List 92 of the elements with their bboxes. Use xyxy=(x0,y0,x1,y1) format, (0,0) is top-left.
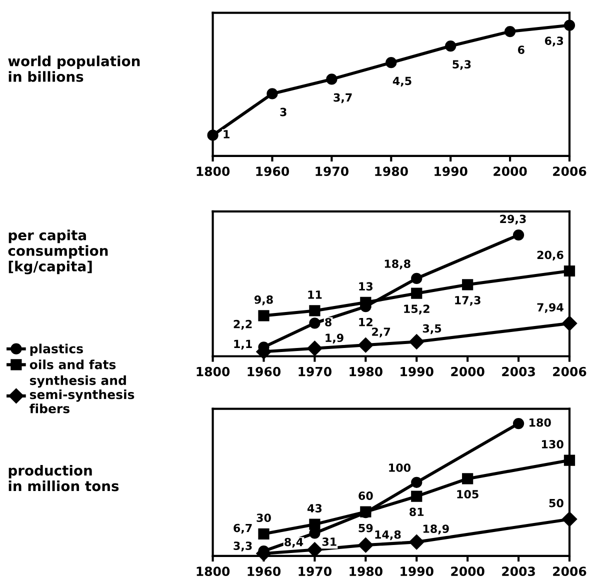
data-label: 7,94 xyxy=(537,303,564,313)
x-tick-label: 2006 xyxy=(553,366,586,376)
x-tick-label: 1800 xyxy=(196,166,230,176)
point xyxy=(411,476,422,488)
data-label: 15,2 xyxy=(404,304,430,314)
point xyxy=(358,538,374,553)
data-label: 11 xyxy=(308,290,322,299)
data-label: 31 xyxy=(322,538,336,546)
point xyxy=(409,534,424,550)
point xyxy=(445,40,456,52)
data-label: 2,7 xyxy=(372,328,390,338)
x-tick-label: 2003 xyxy=(502,366,535,376)
point xyxy=(266,88,278,100)
point xyxy=(462,279,474,290)
x-tick-label: 1990 xyxy=(400,366,434,376)
data-label: 100 xyxy=(389,463,411,472)
x-tick-label: 1990 xyxy=(400,566,434,576)
x-tick-label: 1960 xyxy=(256,166,290,176)
x-tick-label: 2000 xyxy=(451,366,484,376)
legend-label: plastics xyxy=(30,344,83,356)
point xyxy=(309,305,320,316)
point xyxy=(386,57,397,68)
data-label: 81 xyxy=(410,508,424,516)
data-label: 1,1 xyxy=(234,340,252,350)
data-label: 1,9 xyxy=(326,334,344,344)
point xyxy=(326,74,338,85)
y-axis-title: per capita consumption [kg/capita] xyxy=(8,230,108,274)
x-tick-label: 1980 xyxy=(350,366,382,376)
x-tick-label: 2000 xyxy=(451,566,484,576)
legend-label: synthesis and semi-synthesis fibers xyxy=(30,375,134,414)
x-tick-label: 1970 xyxy=(298,566,332,576)
data-label: 20,6 xyxy=(537,250,564,261)
data-label: 8,4 xyxy=(284,538,304,548)
x-tick-label: 1980 xyxy=(350,566,382,576)
x-tick-label: 1800 xyxy=(196,566,230,576)
data-label: 59 xyxy=(358,524,373,532)
data-label: 14,8 xyxy=(375,530,401,540)
x-tick-label: 2006 xyxy=(553,166,586,176)
point xyxy=(309,518,320,530)
data-label: 6,3 xyxy=(544,36,564,46)
point xyxy=(358,337,374,353)
x-tick-label: 1970 xyxy=(298,366,332,376)
data-label: 2,2 xyxy=(234,320,252,330)
data-label: 18,9 xyxy=(423,524,449,534)
data-label: 43 xyxy=(307,504,322,512)
data-label: 8 xyxy=(325,318,332,326)
data-label: 3,7 xyxy=(334,93,352,104)
point xyxy=(258,528,270,540)
data-label: 180 xyxy=(530,418,551,427)
data-label: 5,3 xyxy=(452,60,471,70)
legend-label: oils and fats xyxy=(30,360,116,370)
data-label: 60 xyxy=(358,492,373,500)
x-tick-label: 1800 xyxy=(196,366,230,376)
data-label: 30 xyxy=(256,514,271,522)
data-label: 6 xyxy=(518,46,524,54)
data-label: 18,8 xyxy=(384,260,410,270)
x-tick-label: 1960 xyxy=(248,366,281,376)
data-label: 13 xyxy=(359,282,373,291)
x-tick-label: 1990 xyxy=(434,166,468,176)
data-label: 3,5 xyxy=(422,324,442,334)
point xyxy=(258,310,270,322)
data-label: 17,3 xyxy=(455,296,480,306)
point xyxy=(307,340,322,356)
data-label: 105 xyxy=(457,490,478,498)
point xyxy=(411,272,422,284)
point xyxy=(360,296,372,308)
data-label: 130 xyxy=(542,440,564,448)
point xyxy=(512,229,524,241)
point xyxy=(504,26,516,38)
point xyxy=(309,318,320,329)
data-label: 9,8 xyxy=(254,295,273,306)
x-tick-label: 2003 xyxy=(502,566,535,576)
x-tick-label: 1960 xyxy=(248,566,281,576)
data-label: 1 xyxy=(224,130,230,138)
point xyxy=(411,288,422,299)
data-label: 6,7 xyxy=(234,524,252,534)
x-tick-label: 1980 xyxy=(375,166,408,176)
point xyxy=(411,490,422,502)
point xyxy=(512,418,524,430)
y-axis-title: world population in billions xyxy=(8,56,140,82)
point xyxy=(409,334,424,350)
data-label: 50 xyxy=(549,498,564,508)
x-tick-label: 2006 xyxy=(553,566,586,576)
data-label: 29,3 xyxy=(500,214,526,225)
data-label: 12 xyxy=(359,318,372,326)
data-label: 3 xyxy=(280,108,286,116)
data-label: 4,5 xyxy=(392,76,412,87)
point xyxy=(462,473,474,484)
y-axis-title: production in million tons xyxy=(8,464,119,492)
x-tick-label: 1970 xyxy=(316,166,348,176)
x-tick-label: 2000 xyxy=(494,166,527,176)
data-label: 3,3 xyxy=(234,542,252,552)
